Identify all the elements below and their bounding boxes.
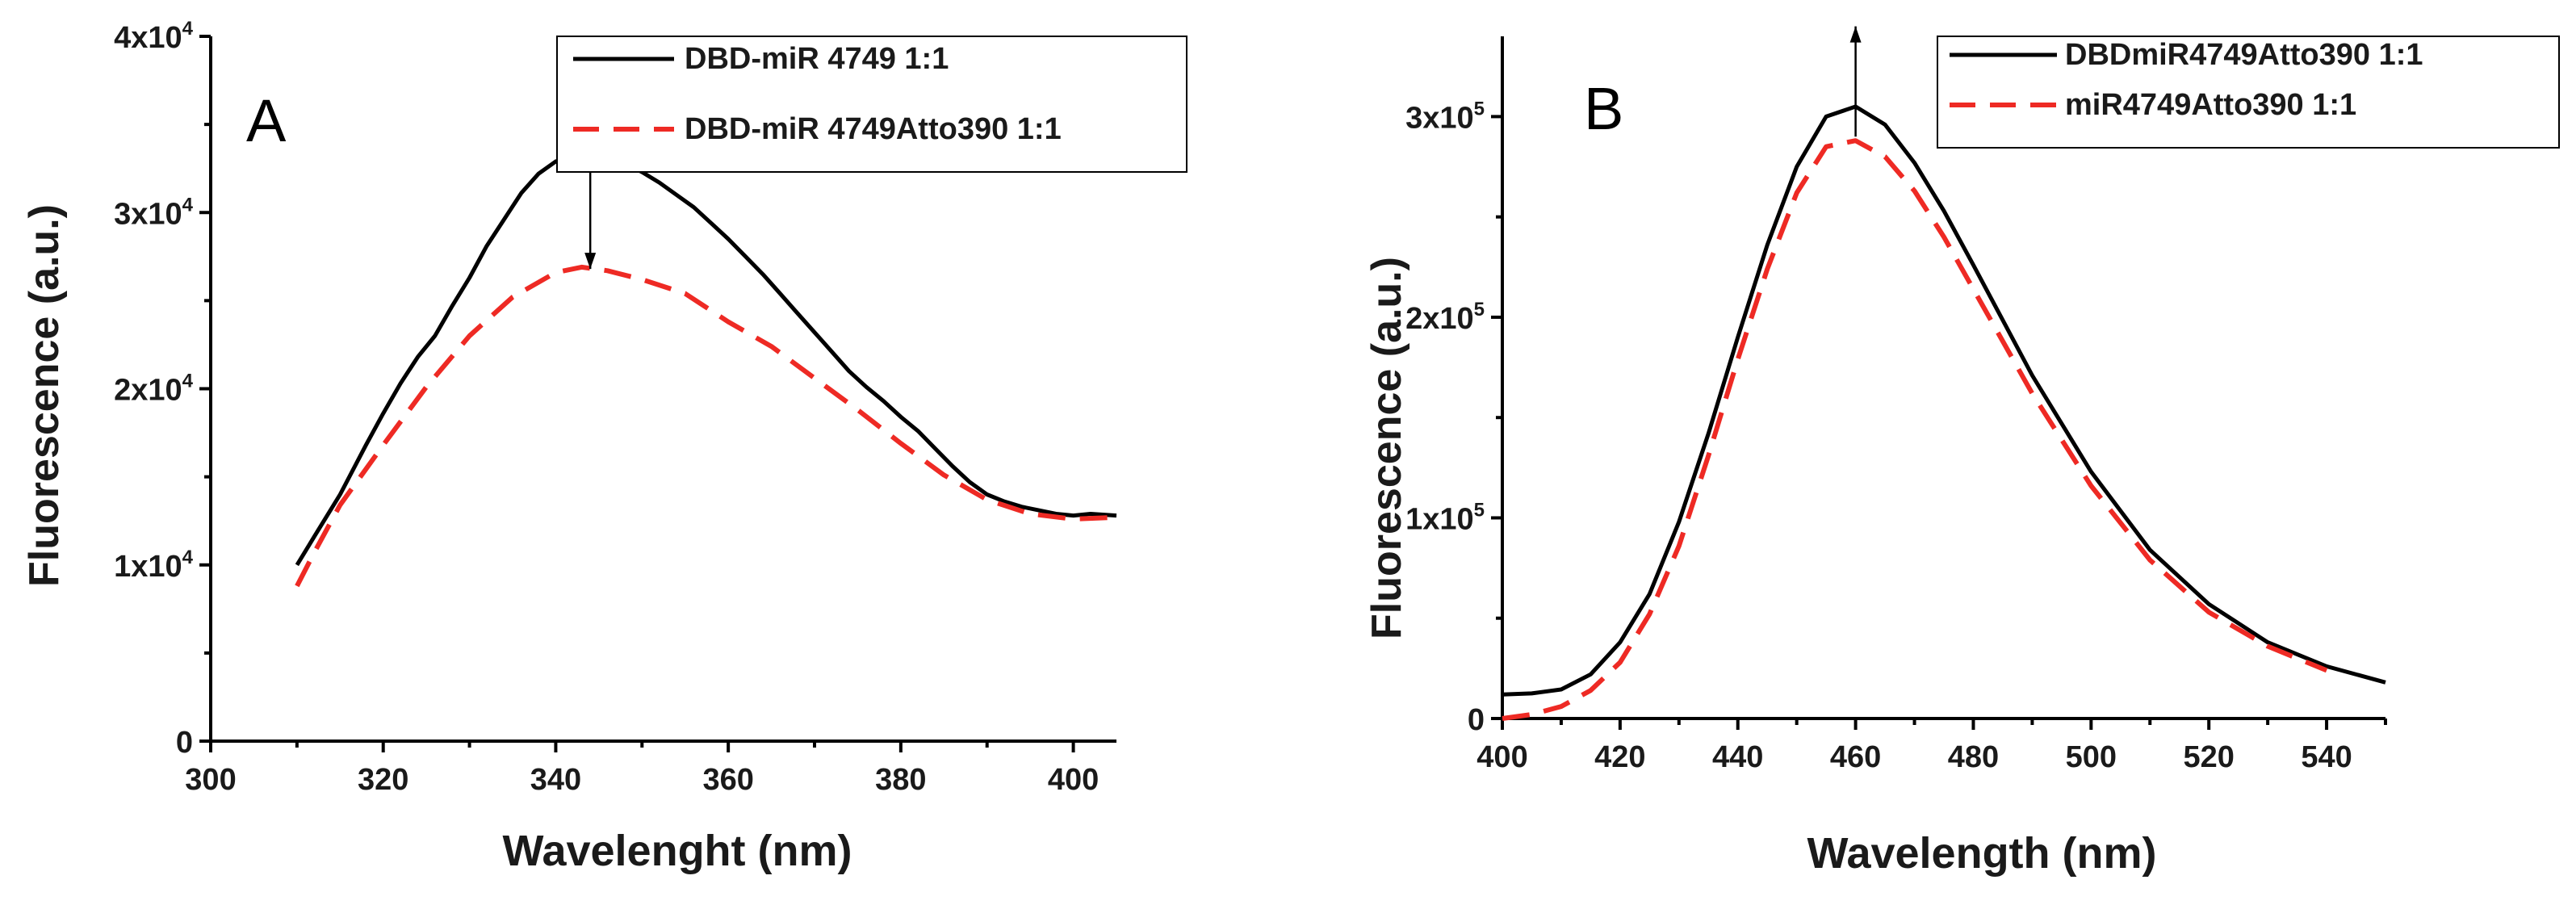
panel-b-y-tick-label: 1x105 [1405,499,1485,536]
panel-b-arrow-head [1849,26,1862,43]
panel-b-x-tick-label: 480 [1948,740,1999,774]
panel-a-y-tick-label: 0 [176,726,193,760]
panel-a-chart: Fluorescence (a.u.) Wavelenght (nm) A 30… [21,18,1187,875]
panel-a-x-tick-label: 300 [185,763,236,797]
panel-b-x-tick-label: 520 [2183,740,2234,774]
panel-a-series-solid-line [295,153,1117,567]
panel-a-y-tick-label: 1x104 [114,547,194,584]
panel-b-x-tick-label: 420 [1594,740,1645,774]
panel-b-y-tick-label: 2x105 [1405,299,1485,336]
panel-b-series-solid-line [1502,104,2386,697]
panel-a-y-tick-label: 3x104 [114,194,194,231]
panel-a-x-tick-label: 340 [530,763,581,797]
panel-b-x-tick-label: 540 [2301,740,2352,774]
panel-a-y-axis-label: Fluorescence (a.u.) [21,204,68,587]
panel-a-x-tick-label: 380 [875,763,926,797]
panel-b-x-tick-label: 440 [1712,740,1763,774]
panel-b-chart: Fluorescence (a.u.) Wavelength (nm) B 40… [1363,26,2560,878]
panel-b-x-tick-label: 500 [2066,740,2117,774]
panel-b-legend-label: DBDmiR4749Atto390 1:1 [2065,38,2423,72]
panel-a-series-dashed-line [295,264,1117,588]
panel-a-x-axis-label: Wavelenght (nm) [502,827,852,875]
panel-b-x-axis-label: Wavelength (nm) [1807,829,2156,878]
panel-a-legend-label: DBD-miR 4749 1:1 [685,42,949,76]
panel-b-x-tick-label: 400 [1476,740,1527,774]
panel-b-label: B [1584,75,1623,142]
panel-a-legend-label: DBD-miR 4749Atto390 1:1 [685,112,1062,146]
panel-a-x-tick-label: 400 [1048,763,1099,797]
panel-a-x-tick-label: 360 [702,763,753,797]
panel-a-label: A [246,87,287,154]
panel-b-y-tick-label: 0 [1468,703,1485,737]
panel-b-y-axis-label: Fluorescence (a.u.) [1363,257,1410,639]
panel-b-y-tick-label: 3x105 [1405,98,1485,135]
panel-a-arrow-head [584,253,597,270]
panel-a-y-tick-label: 4x104 [114,18,194,55]
panel-b-series-dashed-line [1502,138,2328,721]
panel-a-x-tick-label: 320 [358,763,408,797]
panel-b-legend-label: miR4749Atto390 1:1 [2065,88,2356,122]
panel-b-x-tick-label: 460 [1830,740,1881,774]
panel-a-y-tick-label: 2x104 [114,371,194,408]
